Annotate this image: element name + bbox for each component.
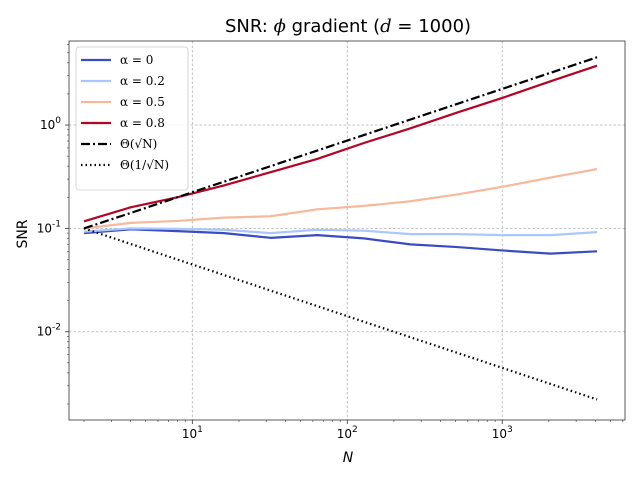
legend-label-1: α = 0.2 xyxy=(120,74,165,88)
y-tick-label: 10-1 xyxy=(37,219,61,235)
y-axis-label: SNR xyxy=(15,219,31,248)
y-tick-label: 100 xyxy=(40,116,61,132)
x-axis-label: N xyxy=(343,450,354,466)
series-line-2 xyxy=(83,167,598,230)
legend-label-5: Θ(1/√N) xyxy=(120,158,169,172)
series-line-5 xyxy=(83,227,598,401)
legend-box xyxy=(75,46,189,191)
series-line-1 xyxy=(83,227,598,237)
legend: α = 0 α = 0.2 α = 0.5 α = 0.8 Θ(√N) Θ(1/√N) xyxy=(75,46,189,191)
x-tick-label: 103 xyxy=(492,425,513,441)
y-tick-label: 10-2 xyxy=(37,323,61,339)
series-line-4 xyxy=(83,56,598,230)
axis-ticks: 101 102 103 10-2 10-1 100 xyxy=(37,44,624,441)
legend-label-0: α = 0 xyxy=(120,53,153,67)
chart-title: SNR: ϕ gradient (d = 1000) xyxy=(225,16,471,37)
x-tick-label: 102 xyxy=(337,425,358,441)
legend-label-2: α = 0.5 xyxy=(120,95,165,109)
series-line-0 xyxy=(83,228,598,255)
x-tick-label: 101 xyxy=(182,425,203,441)
legend-label-4: Θ(√N) xyxy=(120,137,157,151)
series-lines xyxy=(83,56,598,401)
legend-label-3: α = 0.8 xyxy=(120,116,165,130)
